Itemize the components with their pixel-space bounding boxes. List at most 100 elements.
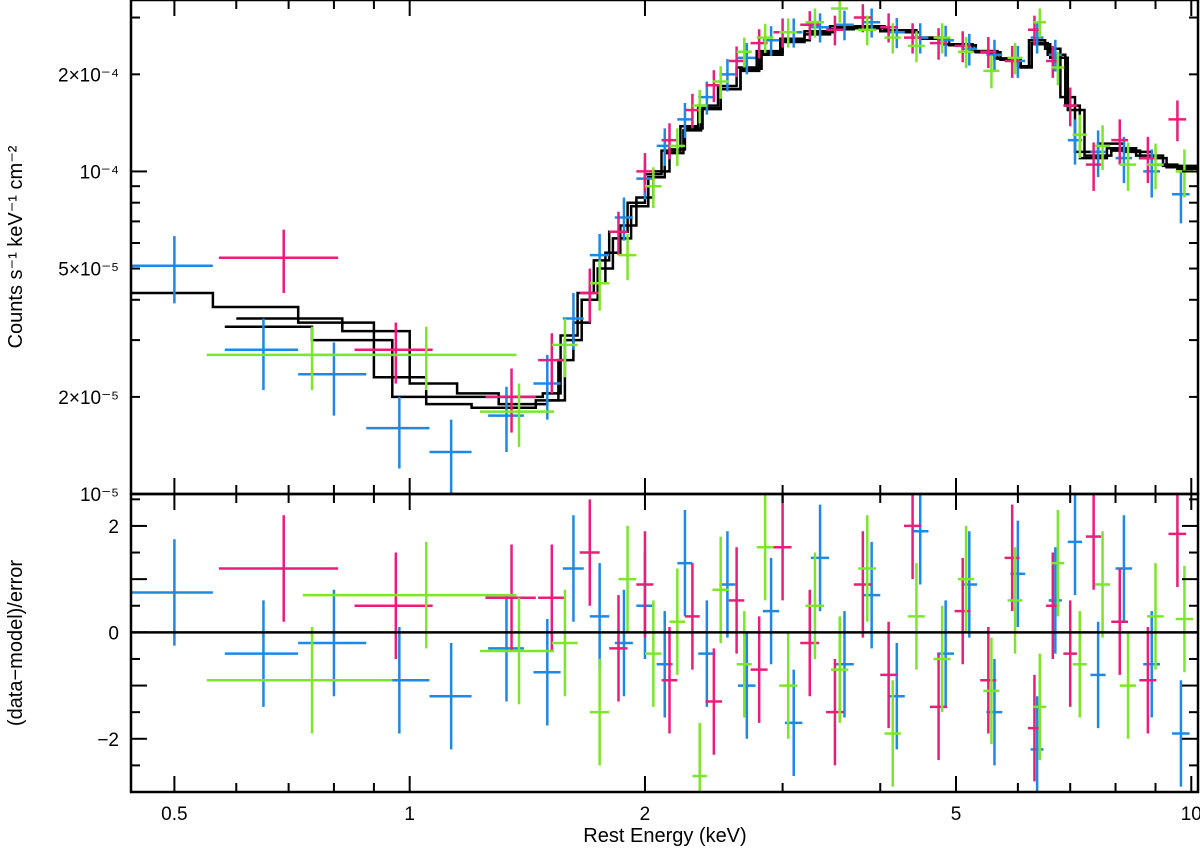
spectrum-data-point	[562, 292, 584, 350]
spectrum-y-axis-title: Counts s⁻¹ keV⁻¹ cm⁻²	[5, 145, 27, 348]
residual-data-point	[224, 600, 299, 707]
spectrum-data-point	[698, 81, 716, 115]
residual-data-point	[589, 563, 610, 670]
residual-data-point	[538, 544, 565, 651]
spectrum-data-point	[1147, 143, 1164, 190]
residual-data-point	[1175, 565, 1193, 673]
residual-data-point	[589, 658, 610, 766]
residual-data-point	[551, 589, 578, 697]
spectrum-data-point	[1175, 149, 1193, 198]
spectrum-data-point	[485, 368, 536, 433]
energy-x-ticks: 0.5 1 2 5 10	[161, 0, 1200, 825]
spectrum-data-point	[429, 419, 472, 494]
residual-data-point	[884, 680, 901, 787]
spectrum-data-point	[834, 10, 854, 41]
residual-data-point	[429, 643, 472, 750]
spectrum-data-point	[644, 167, 662, 209]
spectrum-data-point	[826, 15, 844, 46]
residual-data-point	[980, 627, 997, 734]
residual-data-point	[1085, 494, 1102, 590]
residual-data-point	[728, 547, 745, 654]
residual-data-point	[644, 600, 662, 707]
spectrum-data-point	[579, 268, 600, 323]
residual-data-point	[762, 557, 780, 665]
spectrum-data-point	[1139, 136, 1157, 184]
residual-data-point	[1139, 627, 1157, 734]
residual-data-point	[1119, 632, 1137, 739]
x-tick-label: 5	[951, 804, 962, 825]
residual-data-point	[1111, 568, 1129, 675]
residual-data-point	[712, 536, 729, 643]
residual-data-point	[692, 722, 707, 792]
residual-data-point	[684, 563, 700, 670]
x-tick-label: 1	[404, 804, 415, 825]
spectrum-y-tick-label: 10⁻⁵	[80, 485, 119, 506]
residual-data-point	[904, 494, 921, 580]
spectrum-data-point	[206, 326, 393, 391]
spectrum-y-tick-label: 10⁻⁴	[80, 162, 119, 183]
spectrum-data-point	[1172, 170, 1190, 224]
residual-data-point	[131, 539, 213, 646]
spectrum-data-point	[609, 211, 628, 256]
spectrum-data-point	[1033, 8, 1047, 38]
spectrum-data-point	[705, 70, 723, 103]
residual-data-point	[1172, 680, 1190, 787]
residual-data-point	[853, 531, 872, 638]
residual-data-point	[719, 531, 736, 638]
residual-data-point	[705, 648, 723, 755]
residual-data-point	[618, 525, 637, 633]
spectrum-data-point	[853, 4, 872, 33]
spectrum-data-point	[1030, 23, 1044, 54]
residual-data-point	[858, 515, 876, 622]
spectrum-data-point	[618, 233, 637, 281]
residual-y-tick-label: −2	[97, 730, 119, 751]
spectrum-data-point	[983, 55, 1000, 89]
residual-data-point	[736, 611, 752, 718]
spectrum-data-point	[366, 396, 430, 469]
residuals-data-layer	[131, 494, 1198, 792]
residual-data-point	[661, 627, 678, 734]
residual-data-point	[862, 541, 881, 649]
residuals-frame	[129, 492, 1200, 794]
spectrum-data-point	[669, 128, 685, 166]
spectrum-data-point	[1111, 119, 1129, 165]
residual-data-point	[636, 531, 654, 638]
spectrum-data-point	[479, 383, 555, 447]
spectrum-data-point	[1063, 87, 1077, 127]
spectrum-data-point	[661, 123, 678, 160]
spectrum-y-ticks: 10⁻⁵ 2×10⁻⁵ 5×10⁻⁵ 10⁻⁴ 2×10⁻⁴	[58, 16, 1198, 506]
spectrum-data-point	[888, 18, 905, 49]
spectrum-data-point	[779, 18, 797, 48]
spectrum-data-point	[1051, 51, 1065, 86]
residual-data-point	[1007, 547, 1023, 654]
residual-data-point	[218, 515, 339, 622]
residual-data-point	[1033, 653, 1047, 761]
residual-data-point	[677, 509, 693, 617]
spectrum-data-point	[1007, 43, 1023, 75]
spectrum-data-point	[692, 89, 707, 124]
spectrum-data-point	[961, 33, 978, 66]
residual-data-point	[1051, 509, 1065, 617]
residual-data-point	[773, 494, 792, 601]
spectrum-data-point	[1115, 136, 1133, 184]
x-tick-label: 10	[1181, 804, 1200, 825]
spectrum-data-point	[1004, 45, 1020, 78]
spectrum-data-point	[302, 326, 517, 391]
residual-data-point	[961, 531, 978, 638]
residuals-y-axis-title: (data−model)/error	[5, 560, 27, 727]
residual-y-tick-label: 0	[108, 623, 119, 644]
spectrum-data-point	[858, 15, 876, 46]
residual-data-point	[805, 552, 825, 659]
residual-data-point	[1048, 547, 1062, 654]
residual-data-point	[750, 616, 768, 723]
spectrum-data-point	[954, 31, 971, 63]
residual-data-point	[609, 595, 628, 702]
residual-data-point	[880, 621, 897, 729]
spectrum-data-point	[218, 229, 339, 293]
spectrum-data-point	[684, 93, 700, 129]
spectrum-data-point	[929, 28, 948, 60]
residual-data-point	[1030, 696, 1044, 792]
spectrum-data-point	[354, 322, 433, 384]
spectrum-data-point	[533, 354, 561, 420]
